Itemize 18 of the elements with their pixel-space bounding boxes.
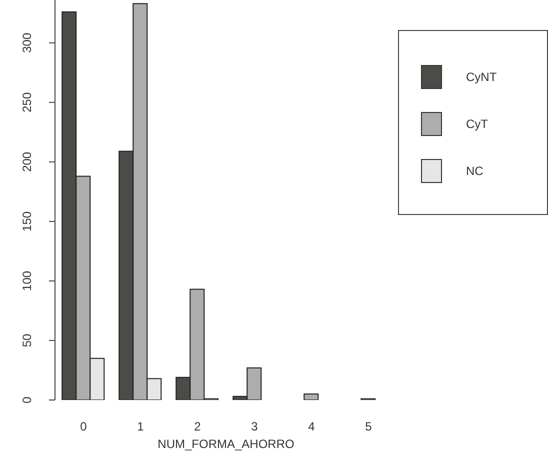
x-tick-label: 4 (308, 420, 316, 434)
x-tick-label: 1 (137, 420, 144, 434)
y-tick-label: 300 (20, 32, 34, 53)
y-tick-label: 50 (20, 333, 34, 348)
y-tick-label: 200 (20, 152, 34, 172)
x-tick-label: 3 (251, 420, 258, 434)
x-tick-label: 5 (365, 420, 372, 434)
y-tick-label: 150 (20, 211, 34, 232)
x-tick-label: 0 (80, 420, 88, 434)
y-tick-label: 250 (20, 92, 34, 112)
legend-label: CyNT (466, 70, 497, 84)
legend-label: CyT (466, 117, 488, 131)
x-axis-title: NUM_FORMA_AHORRO (158, 437, 294, 451)
legend-label: NC (466, 164, 484, 178)
bar (304, 394, 319, 400)
x-tick-label: 2 (194, 420, 202, 434)
y-tick-label: 0 (20, 396, 34, 404)
y-tick-label: 100 (20, 270, 34, 291)
